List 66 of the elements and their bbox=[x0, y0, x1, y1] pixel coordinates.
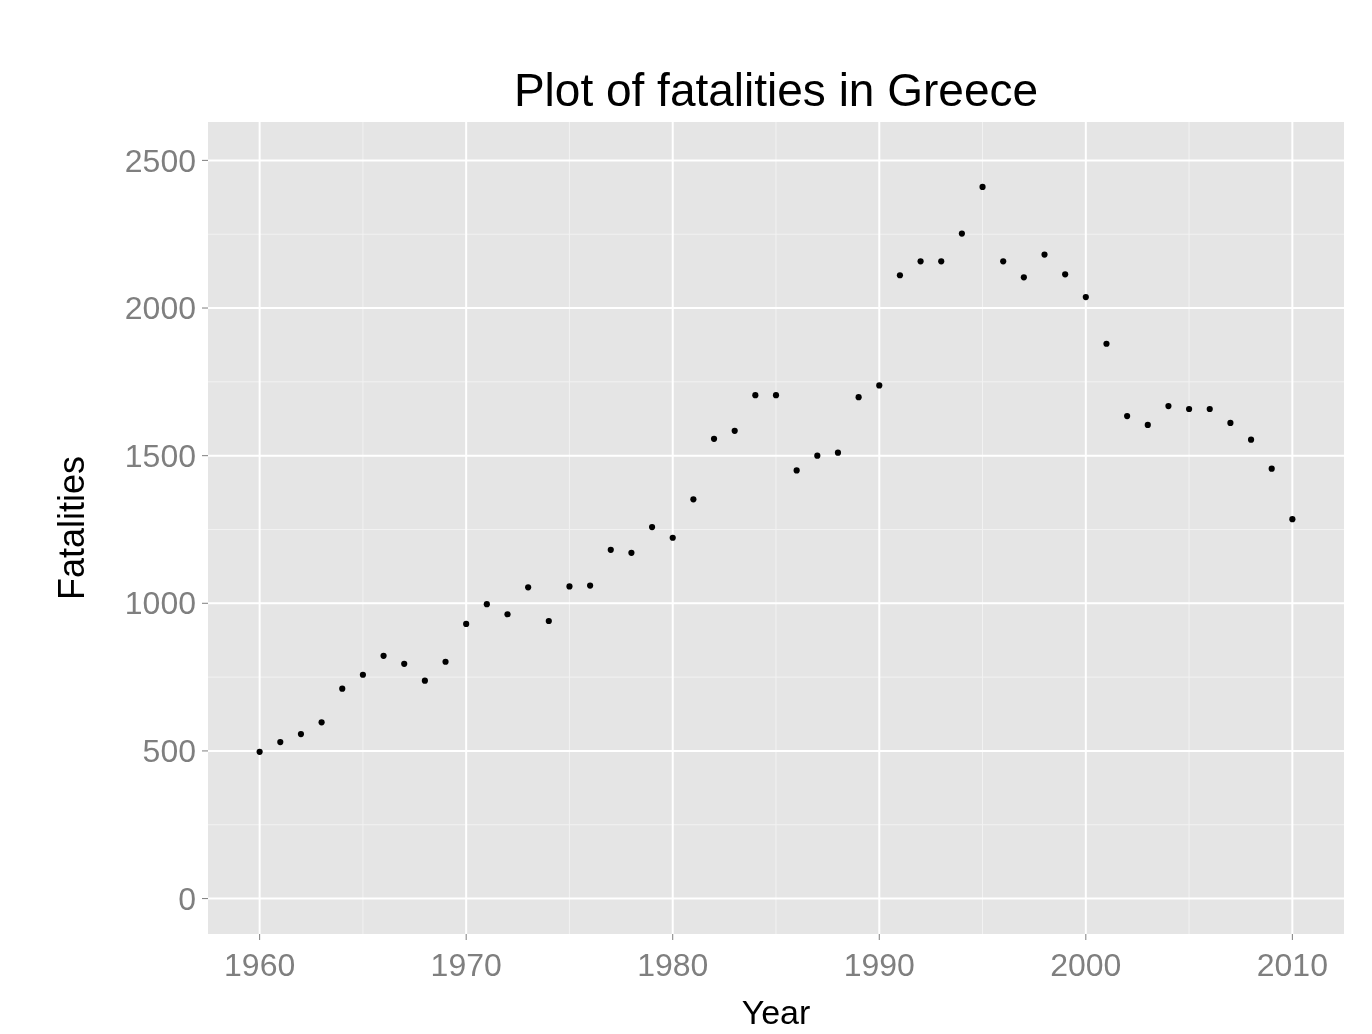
chart-title: Plot of fatalities in Greece bbox=[513, 64, 1039, 116]
x-tick-label: 1960 bbox=[224, 947, 296, 983]
y-tick-label: 1000 bbox=[124, 585, 196, 622]
point bbox=[958, 230, 965, 237]
x-tick-label: 1970 bbox=[430, 947, 502, 983]
y-tick-label: 0 bbox=[178, 880, 196, 917]
x-axis-title: Year bbox=[741, 993, 811, 1031]
point bbox=[793, 467, 800, 474]
point bbox=[1124, 413, 1131, 420]
point bbox=[442, 658, 449, 665]
y-tick-label: 2000 bbox=[124, 290, 196, 327]
point bbox=[752, 392, 759, 399]
point bbox=[421, 677, 428, 684]
point bbox=[1000, 258, 1007, 265]
point bbox=[710, 435, 718, 442]
y-tick-label: 500 bbox=[142, 733, 196, 770]
point bbox=[690, 496, 697, 503]
point bbox=[401, 660, 408, 667]
point bbox=[525, 584, 532, 591]
point bbox=[1062, 271, 1069, 278]
point bbox=[607, 546, 614, 553]
x-tick-label: 1980 bbox=[637, 947, 709, 983]
point bbox=[772, 392, 780, 399]
point bbox=[731, 427, 738, 434]
point bbox=[1041, 251, 1048, 258]
point bbox=[669, 534, 676, 541]
point bbox=[1227, 419, 1234, 426]
point bbox=[339, 685, 346, 692]
point bbox=[1186, 405, 1193, 413]
point bbox=[483, 601, 490, 608]
point bbox=[1289, 516, 1296, 523]
x-tick-label: 1990 bbox=[843, 947, 915, 983]
point bbox=[463, 620, 470, 628]
y-axis-title: Fatalities bbox=[51, 455, 92, 601]
point bbox=[359, 671, 366, 678]
y-tick-label: 1500 bbox=[124, 437, 196, 474]
point bbox=[545, 617, 552, 625]
y-tick-label: 2500 bbox=[124, 142, 196, 179]
point bbox=[855, 394, 862, 401]
point bbox=[917, 258, 924, 265]
point bbox=[504, 611, 511, 618]
point bbox=[297, 731, 305, 738]
point bbox=[814, 452, 821, 459]
point bbox=[587, 582, 594, 589]
point bbox=[1268, 465, 1275, 472]
point bbox=[628, 549, 635, 556]
point bbox=[896, 272, 904, 279]
point bbox=[318, 719, 325, 726]
point bbox=[876, 382, 883, 389]
x-tick-label: 2000 bbox=[1050, 947, 1122, 983]
point bbox=[256, 748, 263, 755]
x-tick-label: 2010 bbox=[1256, 947, 1328, 983]
point bbox=[277, 738, 284, 746]
point bbox=[938, 258, 945, 265]
point bbox=[1020, 274, 1027, 281]
point bbox=[1206, 405, 1213, 413]
point bbox=[1103, 340, 1110, 347]
point bbox=[1082, 294, 1089, 301]
point bbox=[834, 449, 842, 456]
point bbox=[1165, 402, 1172, 410]
point bbox=[979, 183, 986, 191]
point bbox=[1247, 436, 1255, 443]
point bbox=[648, 524, 656, 531]
point bbox=[380, 652, 387, 659]
point bbox=[566, 583, 573, 590]
point bbox=[1144, 421, 1151, 429]
